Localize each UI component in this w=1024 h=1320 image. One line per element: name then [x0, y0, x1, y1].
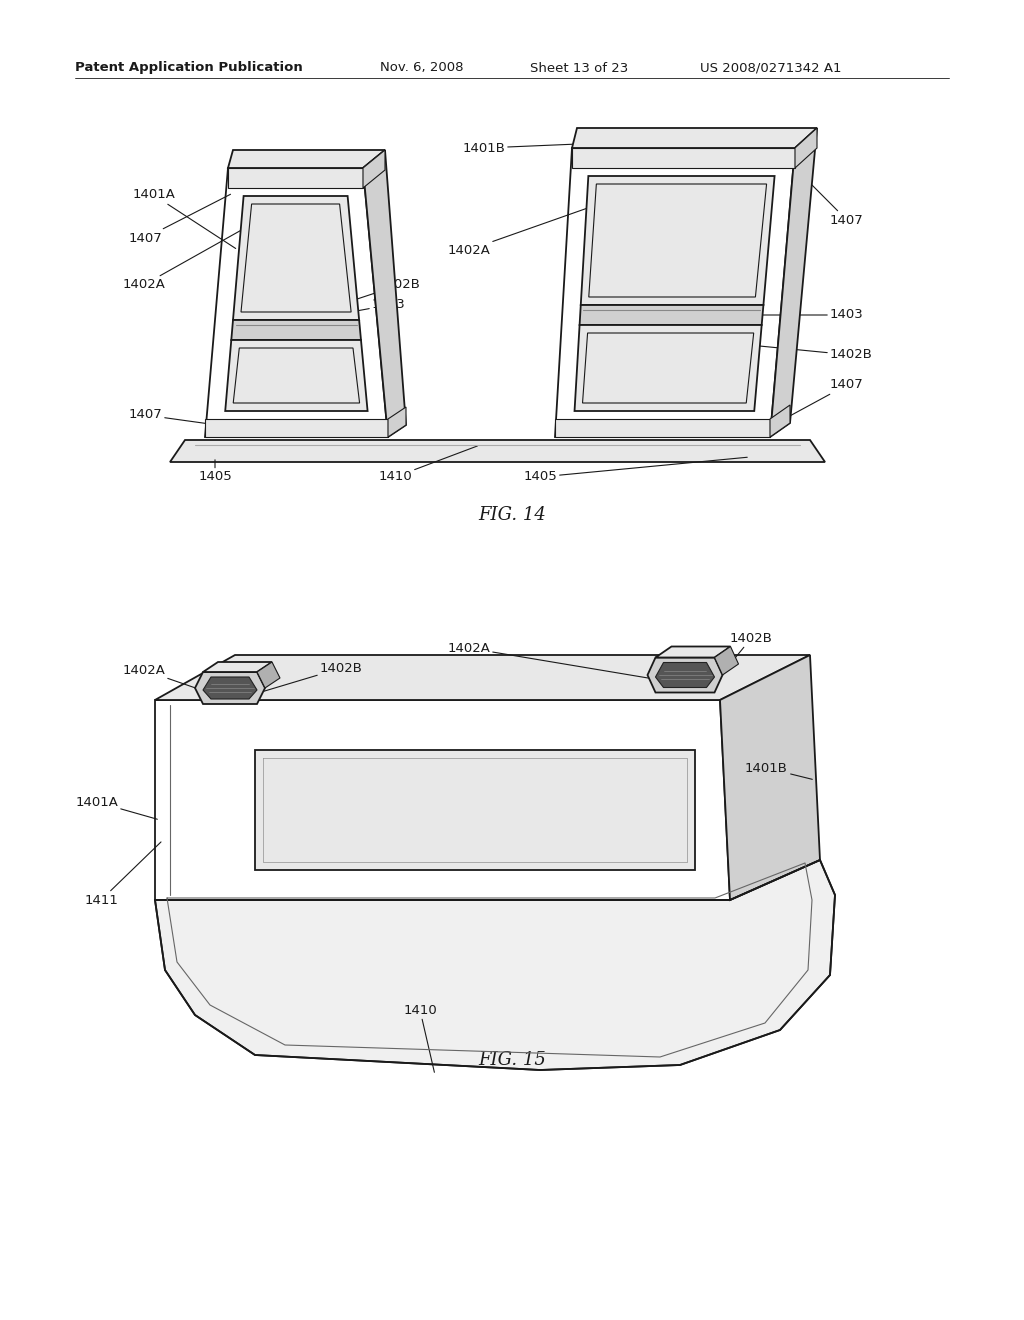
Polygon shape [228, 150, 385, 168]
Text: 1402B: 1402B [719, 631, 773, 678]
Text: 1402B: 1402B [261, 661, 362, 692]
Polygon shape [581, 176, 774, 305]
Text: 1402B: 1402B [752, 346, 872, 362]
Polygon shape [647, 657, 723, 693]
Text: 1402A: 1402A [122, 664, 208, 692]
Text: 1401A: 1401A [75, 796, 158, 820]
Text: FIG. 15: FIG. 15 [478, 1051, 546, 1069]
Text: FIG. 14: FIG. 14 [478, 506, 546, 524]
Polygon shape [720, 655, 820, 900]
Polygon shape [572, 148, 795, 168]
Polygon shape [580, 305, 764, 325]
Polygon shape [233, 195, 359, 319]
Polygon shape [155, 861, 835, 1071]
Polygon shape [195, 672, 265, 704]
Text: 1401B: 1401B [462, 141, 599, 154]
Text: 1405: 1405 [198, 459, 231, 483]
Text: 1401B: 1401B [745, 762, 812, 779]
Text: 1405: 1405 [523, 457, 748, 483]
Polygon shape [203, 663, 272, 672]
Text: 1410: 1410 [378, 446, 477, 483]
Text: 1403: 1403 [602, 309, 864, 322]
Polygon shape [170, 440, 825, 462]
Text: US 2008/0271342 A1: US 2008/0271342 A1 [700, 62, 842, 74]
Text: 1410: 1410 [403, 1003, 437, 1072]
Polygon shape [205, 418, 388, 437]
Polygon shape [388, 407, 406, 437]
Text: 1404: 1404 [338, 165, 372, 178]
Polygon shape [203, 677, 257, 700]
Polygon shape [715, 647, 738, 675]
Text: Nov. 6, 2008: Nov. 6, 2008 [380, 62, 464, 74]
Text: 1402A: 1402A [447, 207, 591, 256]
Text: 1402A: 1402A [122, 227, 246, 292]
Text: 1402B: 1402B [356, 279, 421, 300]
Polygon shape [362, 150, 406, 437]
Polygon shape [770, 405, 790, 437]
Polygon shape [574, 325, 762, 411]
Polygon shape [770, 128, 817, 437]
Polygon shape [572, 128, 817, 148]
Text: 1407: 1407 [802, 176, 864, 227]
Text: 1403: 1403 [256, 298, 406, 330]
Text: 1407: 1407 [128, 408, 207, 424]
Polygon shape [225, 341, 368, 411]
Text: 1411: 1411 [84, 842, 161, 907]
Polygon shape [655, 647, 730, 657]
Polygon shape [555, 418, 770, 437]
Text: Patent Application Publication: Patent Application Publication [75, 62, 303, 74]
Polygon shape [228, 168, 362, 187]
Text: 1407: 1407 [777, 379, 864, 422]
Text: 1407: 1407 [128, 194, 230, 244]
Text: 1402A: 1402A [447, 642, 657, 680]
Polygon shape [655, 663, 715, 688]
Polygon shape [362, 150, 385, 187]
Polygon shape [255, 750, 695, 870]
Polygon shape [795, 128, 817, 168]
Text: 1404: 1404 [648, 153, 782, 169]
Polygon shape [257, 663, 280, 688]
Text: 1401A: 1401A [132, 189, 236, 248]
Polygon shape [155, 655, 810, 700]
Text: Sheet 13 of 23: Sheet 13 of 23 [530, 62, 629, 74]
Polygon shape [231, 319, 361, 341]
